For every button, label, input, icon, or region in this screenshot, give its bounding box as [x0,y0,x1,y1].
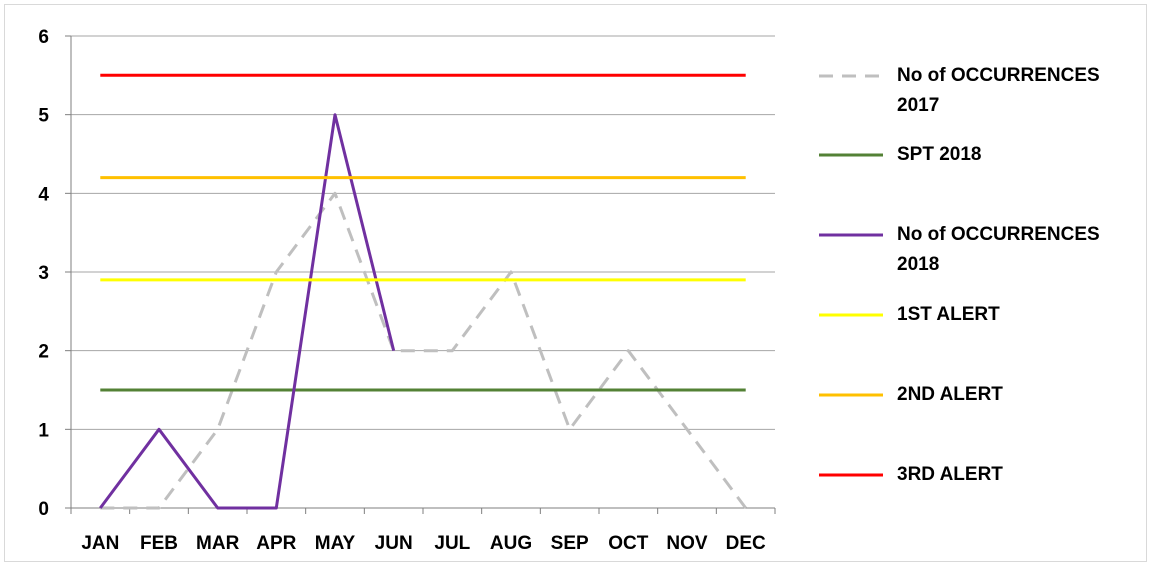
legend-item: No of OCCURRENCES 2018 [817,220,1137,280]
legend-label: 1ST ALERT [897,304,1000,325]
legend-label: SPT 2018 [897,144,982,165]
y-tick-label: 6 [38,27,49,48]
x-tick-label: MAY [315,533,356,554]
x-tick-label: JAN [81,533,119,554]
legend-label: 2ND ALERT [897,384,1003,405]
x-tick-label: NOV [666,533,708,554]
legend-item: 3RD ALERT [817,460,1137,490]
legend-label: 3RD ALERT [897,464,1003,485]
y-tick-label: 0 [38,499,49,520]
y-tick-label: 4 [38,184,49,205]
gridlines [71,35,775,430]
series-line-no-of-occurrences-2017 [100,191,747,510]
x-tick-label: JUN [375,533,413,554]
x-tick-label: OCT [608,533,649,554]
x-tick-label: APR [256,533,296,554]
y-tick-label: 5 [38,106,49,127]
y-tick-label: 3 [38,263,49,284]
legend-item: SPT 2018 [817,140,1137,170]
legend-item: 1ST ALERT [817,300,1137,330]
chart-frame: 0 1 2 3 4 5 6 JAN FEB MAR APR MAY JUN JUL AUG SEP OCT NOV… [4,4,1147,562]
legend-swatch [817,220,885,242]
series-line-no-of-occurrences-2018 [99,113,396,510]
legend-swatch [817,460,885,482]
legend-swatch [817,61,885,83]
axes: 0 1 2 3 4 5 6 JAN FEB MAR APR MAY JUN JUL AUG SEP OCT NOV… [38,27,776,554]
x-tick-label: MAR [196,533,240,554]
legend-swatch [817,380,885,402]
series-lines [99,73,747,510]
legend-item: 2ND ALERT [817,380,1137,410]
legend-swatch [817,140,885,162]
legend-item: No of OCCURRENCES 2017 [817,61,1137,121]
legend-swatch [817,300,885,322]
legend-label: No of OCCURRENCES 2018 [897,224,1100,275]
y-tick-label: 1 [38,420,49,441]
x-tick-label: SEP [551,533,589,554]
x-tick-label: DEC [726,533,766,554]
legend-label: No of OCCURRENCES 2017 [897,65,1100,116]
x-tick-label: FEB [140,533,178,554]
x-tick-label: AUG [490,533,532,554]
x-tick-label: JUL [434,533,470,554]
line-chart: 0 1 2 3 4 5 6 JAN FEB MAR APR MAY JUN JUL AUG SEP OCT NOV… [38,27,776,554]
y-tick-label: 2 [38,342,49,363]
